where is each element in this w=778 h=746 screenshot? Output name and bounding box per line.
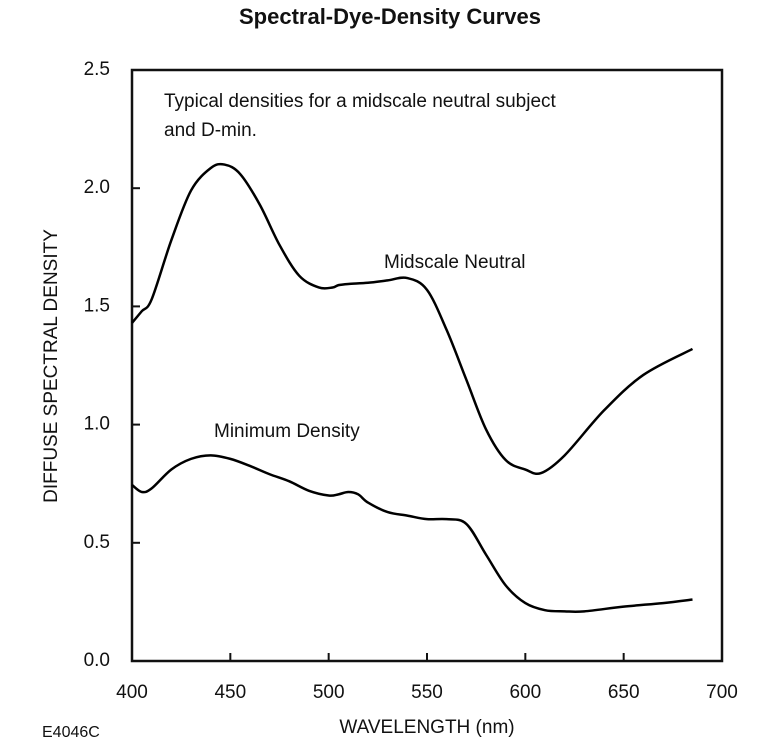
y-tick-label: 2.5 [84, 59, 110, 80]
x-tick-label: 600 [509, 682, 541, 703]
y-tick-label: 0.5 [84, 532, 110, 553]
x-tick-label: 400 [116, 682, 148, 703]
x-tick-label: 650 [608, 682, 640, 703]
plot-frame [130, 68, 724, 663]
line-series [131, 454, 693, 614]
x-tick-label: 450 [214, 682, 246, 703]
x-tick-label: 700 [706, 682, 738, 703]
series-label: Minimum Density [214, 421, 360, 442]
figure-code: E4046C [42, 724, 100, 741]
x-tick-label: 500 [313, 682, 345, 703]
line-series [131, 162, 694, 476]
x-axis-label: WAVELENGTH (nm) [339, 717, 514, 738]
annotation: Typical densities for a midscale neutral… [164, 91, 557, 112]
y-tick-label: 1.0 [84, 414, 110, 435]
annotation: and D-min. [164, 120, 257, 141]
series-label: Midscale Neutral [384, 252, 526, 273]
y-axis-label: DIFFUSE SPECTRAL DENSITY [41, 229, 62, 503]
y-tick-label: 1.5 [84, 295, 110, 316]
y-tick-label: 2.0 [84, 177, 110, 198]
x-tick-label: 550 [411, 682, 443, 703]
y-tick-label: 0.0 [84, 650, 110, 671]
chart-title: Spectral-Dye-Density Curves [239, 4, 541, 29]
